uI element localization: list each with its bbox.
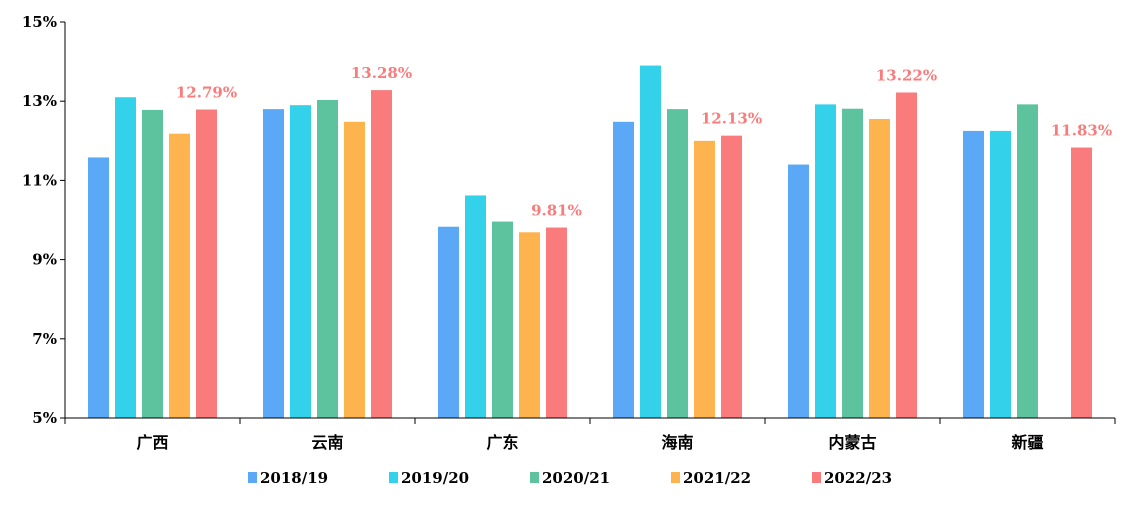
bars-group [88,65,1092,419]
bar-2020-21-0 [142,109,163,419]
bar-2022-23-1 [371,90,392,418]
y-tick-label: 7% [32,330,57,348]
bar-2018-19-4 [788,164,809,418]
bar-2022-23-5 [1071,147,1092,419]
bar-2021-22-4 [869,119,890,419]
bar-2019-20-3 [640,65,661,418]
bar-2018-19-3 [613,121,634,419]
legend-swatch [812,472,821,483]
bar-2019-20-2 [465,195,486,418]
data-label: 13.22% [876,66,937,84]
x-category-label: 广东 [486,433,518,452]
y-tick-label: 15% [22,13,57,31]
bar-2022-23-4 [896,92,917,418]
bar-2019-20-1 [290,105,311,418]
data-label: 9.81% [531,202,582,220]
legend-label: 2019/20 [401,469,469,487]
x-category-label: 广西 [136,433,168,452]
bar-2019-20-4 [815,104,836,419]
x-category-label: 海南 [661,433,693,452]
y-tick-label: 13% [22,92,57,110]
bar-2018-19-1 [263,109,284,419]
bar-2020-21-5 [1017,104,1038,419]
y-tick-label: 11% [22,171,57,189]
legend-swatch [671,472,680,483]
bar-2020-21-4 [842,108,863,418]
legend-label: 2021/22 [683,469,751,487]
axes-group: 5% 7% 9% 11% 13% 15% 广西 云南 广东 海南 内蒙古 新疆 [22,13,1116,452]
bar-2022-23-3 [721,135,742,419]
bar-2020-21-2 [492,221,513,418]
bar-2022-23-0 [196,109,217,419]
data-label: 12.13% [701,110,762,128]
bar-2018-19-0 [88,157,109,418]
bar-2018-19-5 [963,130,984,418]
bar-2020-21-3 [667,109,688,419]
legend-label: 2018/19 [260,469,328,487]
legend-swatch [248,472,257,483]
bar-2019-20-0 [115,97,136,419]
x-category-label: 云南 [311,433,343,452]
bar-2019-20-5 [990,130,1011,418]
y-tick-label: 5% [32,409,57,427]
data-label: 11.83% [1051,122,1112,140]
legend-swatch [389,472,398,483]
bar-2021-22-0 [169,133,190,418]
bar-2021-22-3 [694,140,715,419]
legend-label: 2020/21 [542,469,610,487]
legend: 2018/19 2019/20 2020/21 2021/22 2022/23 [248,469,892,487]
data-label: 13.28% [351,64,412,82]
bar-2021-22-2 [519,232,540,418]
legend-swatch [530,472,539,483]
bar-2022-23-2 [546,227,567,418]
bar-2018-19-2 [438,226,459,418]
legend-label: 2022/23 [824,469,892,487]
x-category-label: 内蒙古 [828,433,876,452]
x-category-label: 新疆 [1011,433,1043,452]
bar-2020-21-1 [317,100,338,419]
data-labels-group: 12.79% 13.28% 9.81% 12.13% 13.22% 11.83% [176,64,1112,219]
data-label: 12.79% [176,84,237,102]
y-tick-label: 9% [32,251,57,269]
bar-2021-22-1 [344,121,365,419]
